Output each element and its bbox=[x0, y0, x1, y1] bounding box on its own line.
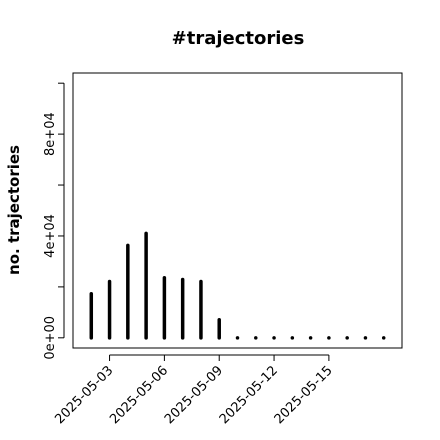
y-tick-label: 8e+04 bbox=[43, 112, 58, 156]
x-tick-label: 2025-05-09 bbox=[162, 363, 226, 427]
x-tick-label: 2025-05-12 bbox=[217, 363, 281, 427]
plot-box bbox=[72, 72, 403, 349]
y-axis-label: no. trajectories bbox=[5, 145, 23, 275]
x-tick-label: 2025-05-03 bbox=[52, 363, 116, 427]
y-tick-label: 4e+04 bbox=[43, 214, 58, 258]
x-tick-label: 2025-05-06 bbox=[107, 363, 171, 427]
y-tick-label: 0e+00 bbox=[43, 316, 58, 360]
chart-title: #trajectories bbox=[172, 28, 305, 49]
x-tick-label: 2025-05-15 bbox=[272, 363, 336, 427]
